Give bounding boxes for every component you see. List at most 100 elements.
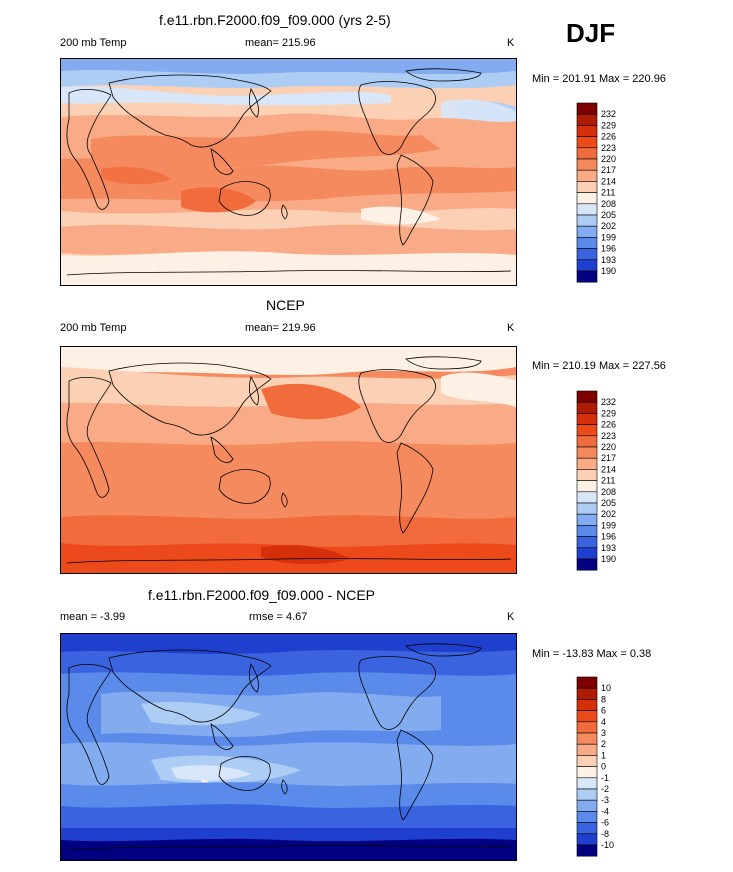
- panel1-colorbar-box: [576, 102, 598, 115]
- panel3-colorbar-box: [576, 766, 598, 779]
- panel2-colorbar-box: [576, 457, 598, 470]
- panel3-colorbar-tick-label: -1: [601, 773, 609, 783]
- panel2-colorbar-box: [576, 446, 598, 459]
- panel2-colorbar-box: [576, 491, 598, 504]
- panel2-colorbar-box: [576, 424, 598, 437]
- panel3-colorbar-box: [576, 788, 598, 801]
- panel1-colorbar-tick-label: 223: [601, 143, 616, 153]
- panel1-colorbar-box: [576, 147, 598, 160]
- panel2-colorbar-tick-label: 226: [601, 420, 616, 430]
- panel1-colorbar-tick-label: 202: [601, 221, 616, 231]
- panel3-colorbar-tick-label: 1: [601, 750, 606, 760]
- panel1-units-label: K: [507, 37, 515, 49]
- panel1-minmax-label: Min = 201.91 Max = 220.96: [532, 73, 666, 85]
- panel1-title: f.e11.rbn.F2000.f09_f09.000 (yrs 2-5): [159, 12, 391, 28]
- panel2-colorbar-box: [576, 401, 598, 414]
- panel3-colorbar-tick-label: 0: [601, 762, 606, 772]
- panel3-colorbar-box: [576, 777, 598, 790]
- panel2-title: NCEP: [266, 297, 305, 313]
- panel3-colorbar-box: [576, 732, 598, 745]
- panel2-colorbar-tick-label: 220: [601, 442, 616, 452]
- panel1-colorbar-box: [576, 192, 598, 205]
- panel1-colorbar-box: [576, 125, 598, 137]
- panel1-mean-label: mean= 215.96: [245, 37, 316, 49]
- panel2-variable-label: 200 mb Temp: [60, 322, 127, 334]
- panel2-colorbar-box: [576, 480, 598, 493]
- panel3-colorbar-box: [576, 811, 598, 823]
- panel2-colorbar-tick-label: 214: [601, 464, 616, 474]
- panel2-colorbar-tick-label: 229: [601, 408, 616, 418]
- panel3-colorbar-box: [576, 822, 598, 835]
- panel3-colorbar-tick-label: -8: [601, 829, 609, 839]
- panel3-colorbar-box: [576, 743, 598, 756]
- panel1-colorbar-box: [576, 248, 598, 261]
- panel2-colorbar-box: [576, 558, 598, 571]
- panel3-colorbar-box: [576, 710, 598, 723]
- panel1-colorbar-box: [576, 270, 598, 283]
- panel2-colorbar-box: [576, 525, 598, 537]
- panel2-colorbar-box: [576, 435, 598, 448]
- panel2-colorbar: 232 229 226 223 220 217 214 211 208 205 202 199 196 1…: [576, 390, 637, 571]
- panel2-colorbar-box: [576, 502, 598, 515]
- panel1-colorbar-box: [576, 113, 598, 126]
- panel1-colorbar-box: [576, 169, 598, 182]
- panel2-colorbar-tick-label: 205: [601, 498, 616, 508]
- panel2-mean-label: mean= 219.96: [245, 322, 316, 334]
- panel1-colorbar: 232 229 226 223 220 217 214 211 208 205 202 199 196 1…: [576, 102, 637, 283]
- panel2-colorbar-box: [576, 469, 598, 481]
- panel3-colorbar: 10 8 6 4 3 2 1 0 -1 -2 -3 -4 -6 -8 -10: [576, 676, 637, 857]
- panel1-model-map: [60, 58, 517, 286]
- panel3-colorbar-tick-label: -3: [601, 795, 609, 805]
- panel1-colorbar-tick-label: 208: [601, 199, 616, 209]
- panel1-colorbar-tick-label: 196: [601, 244, 616, 254]
- panel2-colorbar-tick-label: 223: [601, 431, 616, 441]
- panel3-minmax-label: Min = -13.83 Max = 0.38: [532, 648, 652, 660]
- panel1-colorbar-tick-label: 220: [601, 154, 616, 164]
- panel3-colorbar-tick-label: -10: [601, 840, 614, 850]
- panel3-colorbar-tick-label: -4: [601, 806, 609, 816]
- panel3-colorbar-box: [576, 799, 598, 812]
- panel2-colorbar-tick-label: 199: [601, 520, 616, 530]
- panel3-colorbar-tick-label: 4: [601, 717, 606, 727]
- panel1-colorbar-tick-label: 232: [601, 109, 616, 119]
- panel2-colorbar-tick-label: 202: [601, 509, 616, 519]
- panel2-minmax-label: Min = 210.19 Max = 227.56: [532, 360, 666, 372]
- panel3-colorbar-box: [576, 755, 598, 767]
- panel2-colorbar-box: [576, 536, 598, 549]
- panel3-title: f.e11.rbn.F2000.f09_f09.000 - NCEP: [148, 587, 375, 603]
- panel3-colorbar-tick-label: -2: [601, 784, 609, 794]
- panel2-units-label: K: [507, 322, 515, 334]
- panel3-colorbar-tick-label: 8: [601, 694, 606, 704]
- panel2-colorbar-tick-label: 217: [601, 453, 616, 463]
- panel1-colorbar-box: [576, 225, 598, 238]
- panel2-colorbar-tick-label: 190: [601, 554, 616, 564]
- panel1-colorbar-tick-label: 214: [601, 176, 616, 186]
- panel1-colorbar-tick-label: 199: [601, 232, 616, 242]
- panel1-colorbar-box: [576, 181, 598, 193]
- panel3-difference-map: [60, 633, 517, 861]
- panel1-colorbar-tick-label: 193: [601, 255, 616, 265]
- panel1-colorbar-box: [576, 136, 598, 149]
- panel3-colorbar-tick-label: 10: [601, 683, 611, 693]
- panel1-colorbar-box: [576, 237, 598, 249]
- panel3-colorbar-box: [576, 687, 598, 700]
- panel1-colorbar-tick-label: 205: [601, 210, 616, 220]
- panel1-variable-label: 200 mb Temp: [60, 37, 127, 49]
- panel3-mean-label: mean = -3.99: [60, 611, 126, 623]
- panel1-colorbar-tick-label: 226: [601, 132, 616, 142]
- season-label: DJF: [566, 18, 616, 48]
- panel3-colorbar-box: [576, 676, 598, 689]
- panel2-ncep-map: [60, 346, 517, 574]
- panel2-colorbar-tick-label: 193: [601, 543, 616, 553]
- panel3-colorbar-box: [576, 699, 598, 711]
- panel2-colorbar-box: [576, 390, 598, 403]
- panel2-colorbar-tick-label: 196: [601, 532, 616, 542]
- panel1-colorbar-tick-label: 229: [601, 120, 616, 130]
- panel2-colorbar-box: [576, 413, 598, 425]
- panel3-colorbar-tick-label: 6: [601, 706, 606, 716]
- panel2-colorbar-tick-label: 232: [601, 397, 616, 407]
- panel3-colorbar-tick-label: 2: [601, 739, 606, 749]
- panel1-colorbar-box: [576, 158, 598, 171]
- panel2-colorbar-tick-label: 211: [601, 476, 615, 486]
